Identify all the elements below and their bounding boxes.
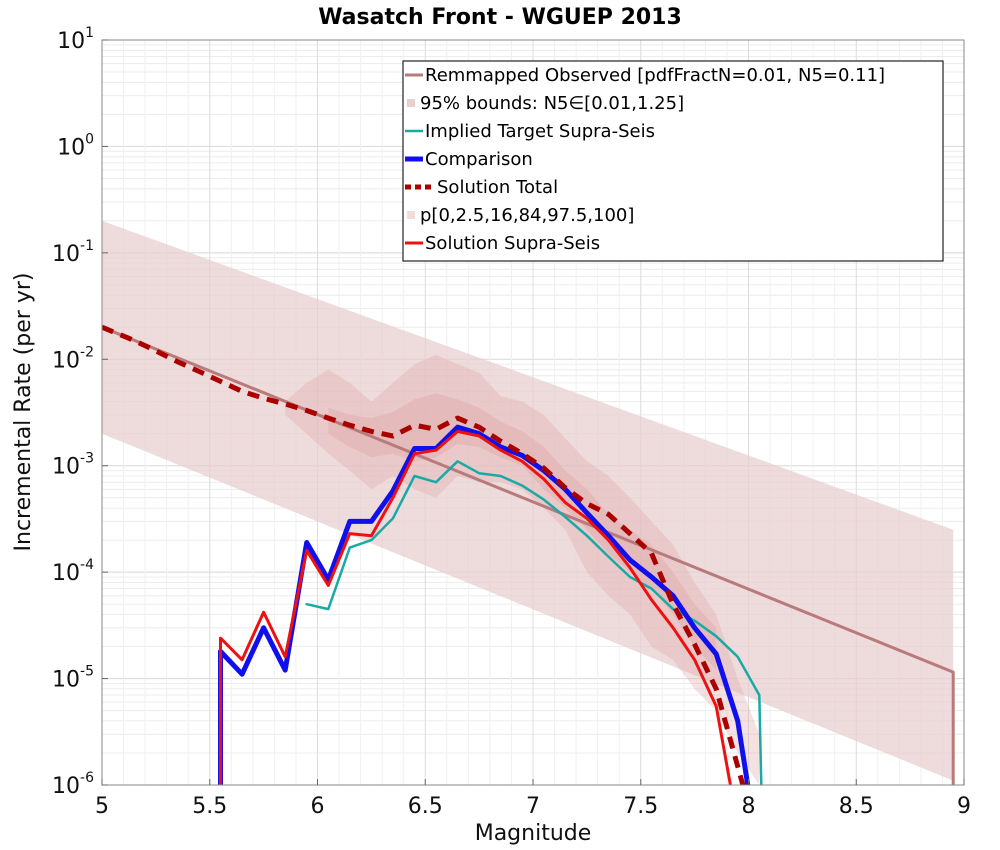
legend-label: Solution Supra-Seis — [425, 233, 600, 254]
y-tick-label: 10-4 — [52, 557, 94, 586]
legend-label: p[0,2.5,16,84,97.5,100] — [420, 205, 634, 226]
band-1 — [285, 354, 760, 785]
y-axis-title: Incremental Rate (per yr) — [11, 273, 36, 552]
data-series — [102, 324, 955, 785]
y-tick-label: 10-5 — [52, 664, 94, 693]
x-tick-label: 7.5 — [623, 794, 658, 819]
legend: Remmapped Observed [pdfFractN=0.01, N5=0… — [402, 60, 944, 262]
x-axis-ticks: 5 5.5 6 6.5 7 7.5 8 8.5 9 — [95, 779, 971, 819]
y-axis-ticks: 10-6 10-5 10-4 10-3 10-2 10-1 100 101 — [52, 25, 108, 799]
x-axis-title: Magnitude — [475, 821, 592, 846]
x-tick-label: 5 — [95, 794, 109, 819]
legend-label: Implied Target Supra-Seis — [425, 121, 655, 142]
x-tick-label: 8 — [742, 794, 756, 819]
legend-swatch — [407, 211, 415, 219]
legend-label: Remmapped Observed [pdfFractN=0.01, N5=0… — [425, 65, 885, 86]
legend-label: Comparison — [425, 149, 533, 170]
y-tick-label: 100 — [57, 131, 94, 160]
x-tick-label: 9 — [957, 794, 971, 819]
x-tick-label: 6 — [311, 794, 325, 819]
y-tick-label: 10-1 — [52, 238, 94, 267]
legend-swatch — [407, 99, 415, 107]
series-line-solution-total — [102, 324, 746, 785]
chart-title: Wasatch Front - WGUEP 2013 — [318, 5, 682, 30]
legend-label: 95% bounds: N5∈[0.01,1.25] — [420, 93, 684, 114]
legend-box — [402, 60, 944, 262]
series-line-remmapped-observed-pdffractn-0-01-n5-0-11 — [102, 325, 955, 785]
series-line-solution-supra-seis — [219, 429, 732, 785]
x-tick-label: 6.5 — [408, 794, 443, 819]
series-line-implied-target-supra-seis — [305, 460, 763, 785]
x-tick-label: 7 — [526, 794, 540, 819]
legend-label: Solution Total — [437, 177, 558, 198]
y-tick-label: 10-2 — [52, 344, 94, 373]
band-2 — [328, 393, 717, 671]
y-tick-label: 10-3 — [52, 451, 94, 480]
x-tick-label: 8.5 — [839, 794, 874, 819]
probability-bands — [102, 220, 954, 785]
y-tick-label: 101 — [57, 25, 94, 54]
x-tick-label: 5.5 — [192, 794, 227, 819]
y-tick-label: 10-6 — [52, 770, 94, 799]
